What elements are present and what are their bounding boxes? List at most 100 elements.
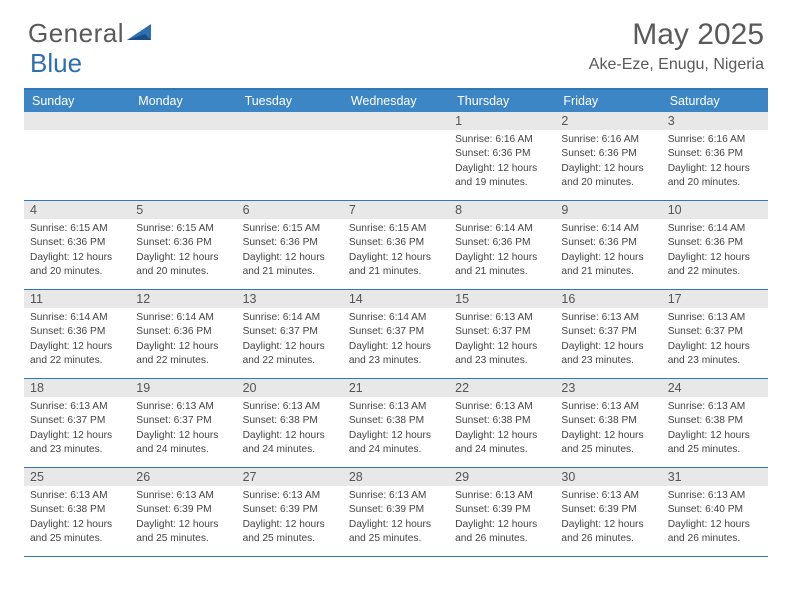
week-row: 11Sunrise: 6:14 AMSunset: 6:36 PMDayligh… — [24, 290, 768, 379]
day-cell: 11Sunrise: 6:14 AMSunset: 6:36 PMDayligh… — [24, 290, 130, 378]
day-number: 11 — [24, 290, 130, 308]
day-cell: 8Sunrise: 6:14 AMSunset: 6:36 PMDaylight… — [449, 201, 555, 289]
weekday-header: Tuesday — [237, 90, 343, 112]
day-info: Sunrise: 6:16 AMSunset: 6:36 PMDaylight:… — [449, 130, 555, 193]
day-info: Sunrise: 6:14 AMSunset: 6:36 PMDaylight:… — [555, 219, 661, 282]
day-cell: 4Sunrise: 6:15 AMSunset: 6:36 PMDaylight… — [24, 201, 130, 289]
day-cell: 31Sunrise: 6:13 AMSunset: 6:40 PMDayligh… — [662, 468, 768, 556]
day-info: Sunrise: 6:13 AMSunset: 6:38 PMDaylight:… — [449, 397, 555, 460]
day-info: Sunrise: 6:14 AMSunset: 6:36 PMDaylight:… — [130, 308, 236, 371]
day-number: 20 — [237, 379, 343, 397]
location-subtitle: Ake-Eze, Enugu, Nigeria — [589, 56, 764, 74]
day-cell: 16Sunrise: 6:13 AMSunset: 6:37 PMDayligh… — [555, 290, 661, 378]
day-cell — [343, 112, 449, 200]
day-number: 29 — [449, 468, 555, 486]
day-cell: 5Sunrise: 6:15 AMSunset: 6:36 PMDaylight… — [130, 201, 236, 289]
day-cell — [237, 112, 343, 200]
day-number: 6 — [237, 201, 343, 219]
day-number — [24, 112, 130, 130]
weekday-header-row: SundayMondayTuesdayWednesdayThursdayFrid… — [24, 90, 768, 112]
day-number: 21 — [343, 379, 449, 397]
day-number: 24 — [662, 379, 768, 397]
brand-name-part1: General — [28, 18, 124, 49]
day-number: 7 — [343, 201, 449, 219]
day-number: 28 — [343, 468, 449, 486]
day-number: 10 — [662, 201, 768, 219]
day-info: Sunrise: 6:14 AMSunset: 6:36 PMDaylight:… — [662, 219, 768, 282]
day-cell: 9Sunrise: 6:14 AMSunset: 6:36 PMDaylight… — [555, 201, 661, 289]
week-row: 18Sunrise: 6:13 AMSunset: 6:37 PMDayligh… — [24, 379, 768, 468]
day-number: 9 — [555, 201, 661, 219]
day-info: Sunrise: 6:13 AMSunset: 6:37 PMDaylight:… — [130, 397, 236, 460]
day-info: Sunrise: 6:15 AMSunset: 6:36 PMDaylight:… — [24, 219, 130, 282]
week-row: 4Sunrise: 6:15 AMSunset: 6:36 PMDaylight… — [24, 201, 768, 290]
day-number — [237, 112, 343, 130]
day-info: Sunrise: 6:13 AMSunset: 6:37 PMDaylight:… — [662, 308, 768, 371]
day-cell: 10Sunrise: 6:14 AMSunset: 6:36 PMDayligh… — [662, 201, 768, 289]
day-cell: 13Sunrise: 6:14 AMSunset: 6:37 PMDayligh… — [237, 290, 343, 378]
day-info: Sunrise: 6:13 AMSunset: 6:38 PMDaylight:… — [662, 397, 768, 460]
day-info: Sunrise: 6:14 AMSunset: 6:36 PMDaylight:… — [24, 308, 130, 371]
title-block: May 2025 Ake-Eze, Enugu, Nigeria — [589, 18, 764, 74]
day-cell: 18Sunrise: 6:13 AMSunset: 6:37 PMDayligh… — [24, 379, 130, 467]
calendar-grid: SundayMondayTuesdayWednesdayThursdayFrid… — [24, 88, 768, 557]
weekday-header: Sunday — [24, 90, 130, 112]
calendar-page: General May 2025 Ake-Eze, Enugu, Nigeria… — [0, 0, 792, 565]
day-info: Sunrise: 6:13 AMSunset: 6:39 PMDaylight:… — [343, 486, 449, 549]
day-info: Sunrise: 6:14 AMSunset: 6:37 PMDaylight:… — [343, 308, 449, 371]
day-cell: 21Sunrise: 6:13 AMSunset: 6:38 PMDayligh… — [343, 379, 449, 467]
weekday-header: Wednesday — [343, 90, 449, 112]
day-number: 26 — [130, 468, 236, 486]
day-info: Sunrise: 6:13 AMSunset: 6:39 PMDaylight:… — [130, 486, 236, 549]
day-cell: 17Sunrise: 6:13 AMSunset: 6:37 PMDayligh… — [662, 290, 768, 378]
day-number: 12 — [130, 290, 236, 308]
day-number: 14 — [343, 290, 449, 308]
day-info: Sunrise: 6:13 AMSunset: 6:37 PMDaylight:… — [449, 308, 555, 371]
day-number: 15 — [449, 290, 555, 308]
day-info: Sunrise: 6:15 AMSunset: 6:36 PMDaylight:… — [237, 219, 343, 282]
day-cell: 24Sunrise: 6:13 AMSunset: 6:38 PMDayligh… — [662, 379, 768, 467]
weeks-container: 1Sunrise: 6:16 AMSunset: 6:36 PMDaylight… — [24, 112, 768, 557]
day-cell: 6Sunrise: 6:15 AMSunset: 6:36 PMDaylight… — [237, 201, 343, 289]
day-cell: 28Sunrise: 6:13 AMSunset: 6:39 PMDayligh… — [343, 468, 449, 556]
day-cell: 20Sunrise: 6:13 AMSunset: 6:38 PMDayligh… — [237, 379, 343, 467]
day-info: Sunrise: 6:13 AMSunset: 6:38 PMDaylight:… — [237, 397, 343, 460]
day-cell: 25Sunrise: 6:13 AMSunset: 6:38 PMDayligh… — [24, 468, 130, 556]
day-info: Sunrise: 6:13 AMSunset: 6:37 PMDaylight:… — [555, 308, 661, 371]
day-number: 17 — [662, 290, 768, 308]
day-number: 25 — [24, 468, 130, 486]
day-info: Sunrise: 6:13 AMSunset: 6:37 PMDaylight:… — [24, 397, 130, 460]
day-number: 3 — [662, 112, 768, 130]
day-number: 19 — [130, 379, 236, 397]
brand-logo: General — [28, 18, 155, 49]
day-cell: 22Sunrise: 6:13 AMSunset: 6:38 PMDayligh… — [449, 379, 555, 467]
day-cell: 3Sunrise: 6:16 AMSunset: 6:36 PMDaylight… — [662, 112, 768, 200]
day-cell: 19Sunrise: 6:13 AMSunset: 6:37 PMDayligh… — [130, 379, 236, 467]
day-cell: 27Sunrise: 6:13 AMSunset: 6:39 PMDayligh… — [237, 468, 343, 556]
day-number — [343, 112, 449, 130]
day-info: Sunrise: 6:15 AMSunset: 6:36 PMDaylight:… — [130, 219, 236, 282]
day-number: 8 — [449, 201, 555, 219]
day-cell: 7Sunrise: 6:15 AMSunset: 6:36 PMDaylight… — [343, 201, 449, 289]
day-number: 22 — [449, 379, 555, 397]
week-row: 1Sunrise: 6:16 AMSunset: 6:36 PMDaylight… — [24, 112, 768, 201]
day-number: 16 — [555, 290, 661, 308]
day-info: Sunrise: 6:13 AMSunset: 6:39 PMDaylight:… — [555, 486, 661, 549]
day-info: Sunrise: 6:15 AMSunset: 6:36 PMDaylight:… — [343, 219, 449, 282]
day-number: 2 — [555, 112, 661, 130]
day-number: 23 — [555, 379, 661, 397]
week-row: 25Sunrise: 6:13 AMSunset: 6:38 PMDayligh… — [24, 468, 768, 557]
day-info: Sunrise: 6:13 AMSunset: 6:40 PMDaylight:… — [662, 486, 768, 549]
day-cell — [130, 112, 236, 200]
day-info: Sunrise: 6:14 AMSunset: 6:37 PMDaylight:… — [237, 308, 343, 371]
weekday-header: Monday — [130, 90, 236, 112]
day-cell: 12Sunrise: 6:14 AMSunset: 6:36 PMDayligh… — [130, 290, 236, 378]
month-title: May 2025 — [589, 18, 764, 52]
day-number: 30 — [555, 468, 661, 486]
day-info: Sunrise: 6:13 AMSunset: 6:38 PMDaylight:… — [343, 397, 449, 460]
day-number: 5 — [130, 201, 236, 219]
day-number: 31 — [662, 468, 768, 486]
day-number: 4 — [24, 201, 130, 219]
day-info: Sunrise: 6:13 AMSunset: 6:39 PMDaylight:… — [237, 486, 343, 549]
day-number: 18 — [24, 379, 130, 397]
